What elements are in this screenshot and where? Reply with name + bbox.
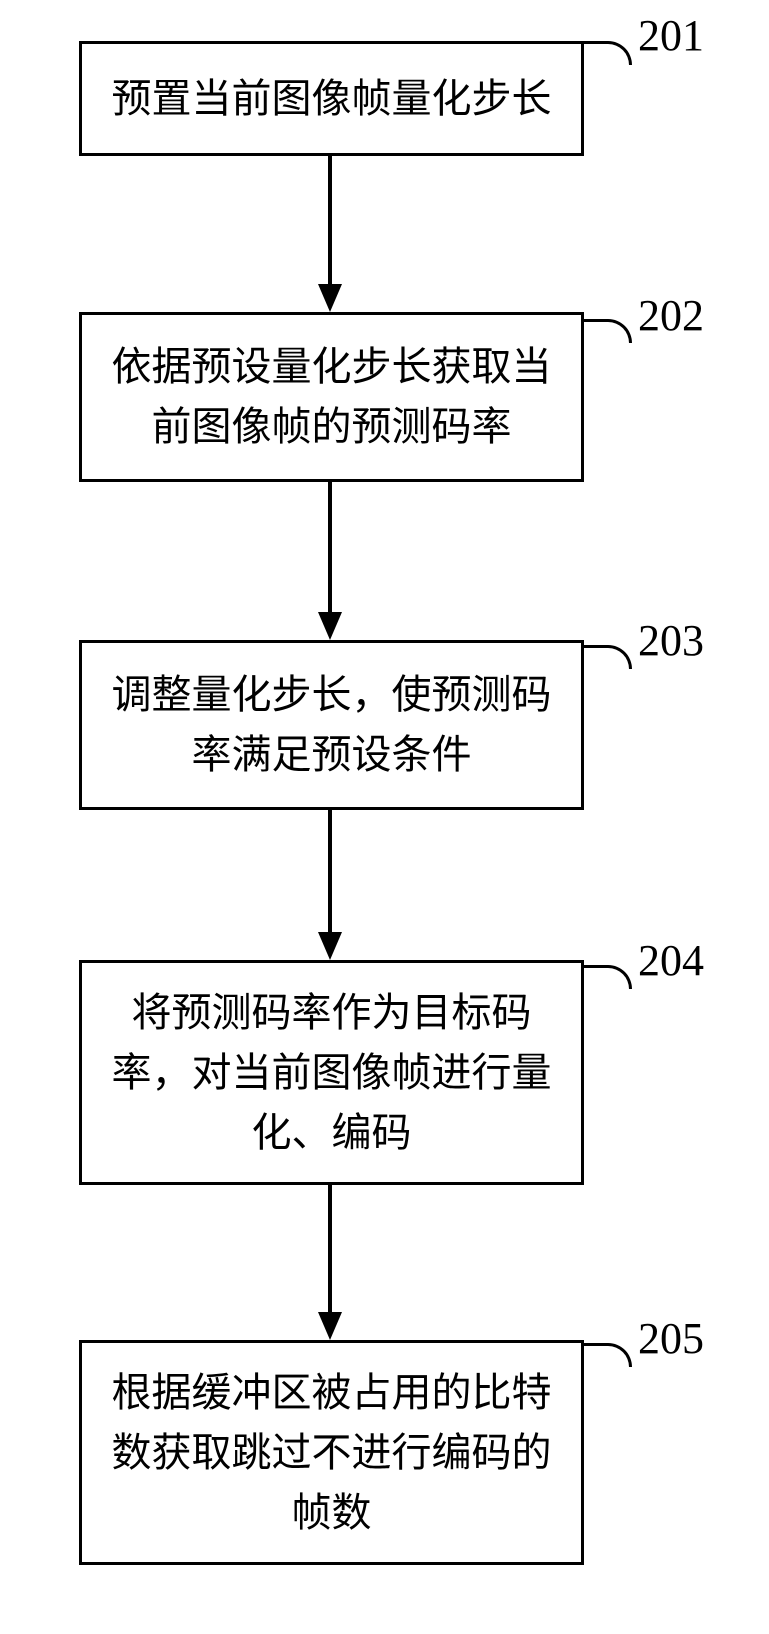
arrow-head-icon [318,612,342,640]
flow-label-n2: 202 [638,290,704,341]
label-connector [584,645,632,669]
arrow-line [328,810,332,932]
flow-box-n5: 根据缓冲区被占用的比特数获取跳过不进行编码的帧数 [79,1340,584,1565]
arrow-line [328,156,332,284]
label-connector [584,965,632,989]
flow-label-n5: 205 [638,1313,704,1364]
arrow-head-icon [318,284,342,312]
flow-box-text: 依据预设量化步长获取当前图像帧的预测码率 [102,337,561,457]
arrow-line [328,482,332,612]
label-connector [584,319,632,343]
flow-box-n4: 将预测码率作为目标码率，对当前图像帧进行量化、编码 [79,960,584,1185]
flow-box-text: 预置当前图像帧量化步长 [112,69,552,129]
arrow-line [328,1185,332,1312]
arrow-head-icon [318,1312,342,1340]
flow-box-n2: 依据预设量化步长获取当前图像帧的预测码率 [79,312,584,482]
label-connector [584,1343,632,1367]
flow-box-n3: 调整量化步长，使预测码率满足预设条件 [79,640,584,810]
flow-label-n4: 204 [638,935,704,986]
flow-label-n1: 201 [638,10,704,61]
flow-box-text: 根据缓冲区被占用的比特数获取跳过不进行编码的帧数 [102,1363,561,1543]
flow-box-text: 调整量化步长，使预测码率满足预设条件 [102,665,561,785]
label-connector [584,41,632,65]
arrow-head-icon [318,932,342,960]
flow-box-n1: 预置当前图像帧量化步长 [79,41,584,156]
flow-label-n3: 203 [638,615,704,666]
flow-box-text: 将预测码率作为目标码率，对当前图像帧进行量化、编码 [102,983,561,1163]
flowchart-diagram: 预置当前图像帧量化步长 201 依据预设量化步长获取当前图像帧的预测码率 202 调整量… [0,0,769,1634]
